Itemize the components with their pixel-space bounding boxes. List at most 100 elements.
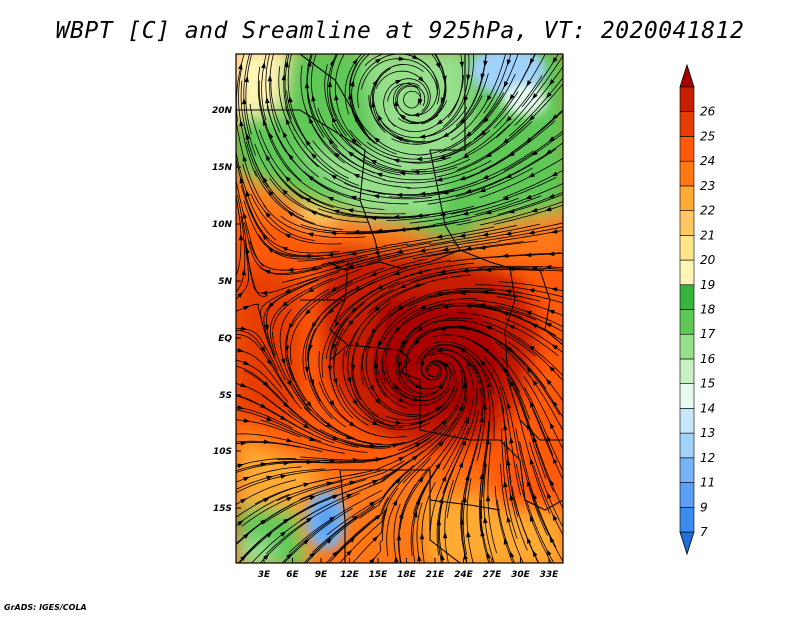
streamline (237, 520, 287, 563)
streamline-arrow (479, 187, 486, 193)
streamline (531, 429, 563, 510)
streamline-arrow (506, 458, 511, 466)
streamline (344, 54, 363, 115)
colorbar-label: 22 (700, 204, 715, 218)
streamline-arrow (376, 284, 383, 290)
lat-tick-label: EQ (218, 334, 232, 344)
streamline-arrow (286, 552, 293, 559)
streamline (484, 132, 563, 182)
streamline-arrow (332, 265, 340, 270)
streamline-arrow (285, 118, 291, 125)
streamline-arrow (373, 137, 380, 143)
colorbar-label: 16 (700, 352, 716, 366)
streamline-arrow (332, 550, 339, 557)
streamline-arrow (435, 177, 443, 182)
streamline (287, 54, 314, 150)
colorbar-swatch (679, 86, 695, 113)
streamline-arrow (286, 438, 294, 443)
streamline-arrow (440, 553, 445, 561)
streamline-arrow (548, 365, 555, 372)
streamline (236, 216, 246, 293)
streamline (514, 500, 540, 563)
streamline (236, 460, 320, 472)
streamline-arrow (263, 497, 270, 503)
streamline-arrow (283, 402, 290, 409)
colorbar-swatch (679, 506, 695, 533)
streamline-arrow (459, 61, 464, 69)
streamline-arrow (395, 477, 402, 484)
streamline-arrow (418, 476, 424, 483)
lat-tick-label: 5S (219, 391, 232, 401)
streamline-arrow (509, 94, 515, 101)
streamline-arrow (280, 531, 287, 537)
streamline-arrow (334, 321, 340, 328)
lon-tick-label: 24E (454, 570, 474, 580)
streamline-arrow (353, 285, 360, 291)
streamline (236, 480, 320, 518)
streamline-arrow (395, 79, 402, 85)
streamline-arrow (438, 212, 446, 217)
colorbar-label: 7 (700, 525, 708, 539)
streamline-arrow (531, 150, 538, 156)
lon-tick-label: 9E (315, 570, 328, 580)
streamline-arrow (372, 194, 380, 199)
country-borders (236, 54, 563, 563)
streamline-arrow (287, 211, 294, 217)
streamline (510, 109, 563, 154)
streamline-arrow (396, 362, 401, 370)
streamline-arrow (549, 422, 555, 429)
streamline-arrow (260, 290, 268, 296)
streamline (481, 307, 563, 342)
streamline-arrow (333, 151, 340, 158)
streamline-arrow (466, 360, 472, 367)
streamline-arrow (395, 420, 403, 425)
streamline-arrow (466, 530, 471, 538)
streamline-arrow (525, 137, 532, 143)
streamline-arrow (416, 326, 423, 332)
streamline (236, 466, 302, 483)
lat-tick-label: 10S (213, 447, 232, 457)
streamline-arrow (462, 153, 469, 159)
streamline-arrow (267, 74, 273, 82)
streamline-arrow (438, 383, 444, 390)
streamline-arrow (398, 56, 406, 61)
streamline (475, 226, 563, 243)
streamline-arrow (240, 498, 247, 504)
streamline-arrow (527, 230, 535, 235)
streamline-arrow (398, 171, 406, 176)
colorbar-label: 15 (700, 377, 715, 391)
streamline-arrow (417, 554, 422, 562)
streamline (523, 375, 563, 451)
streamline-arrow (350, 307, 357, 314)
streamline-arrow (286, 267, 294, 273)
streamline-arrow (440, 97, 446, 104)
streamline-arrow (412, 54, 419, 60)
streamline (514, 66, 563, 126)
streamline-arrow (281, 73, 287, 81)
colorbar-swatch (679, 333, 695, 360)
streamline-arrow (482, 174, 489, 180)
streamline-arrow (418, 134, 426, 139)
streamline-arrow (260, 346, 266, 353)
streamline-arrow (550, 229, 558, 234)
streamline-arrow (479, 130, 486, 137)
colorbar-swatch (679, 358, 695, 384)
streamline-arrow (552, 57, 558, 64)
streamline-arrow (327, 365, 332, 373)
streamline-arrow (370, 159, 377, 165)
streamline-arrow (284, 175, 291, 182)
streamline-arrow (480, 73, 485, 81)
streamline-arrow (484, 267, 492, 273)
streamline-arrow (545, 149, 552, 155)
streamline-arrow (393, 270, 400, 276)
streamline-arrow (263, 381, 270, 388)
streamline (493, 204, 563, 225)
streamline (498, 229, 563, 242)
streamline-arrow (330, 174, 337, 180)
streamline-arrow (352, 399, 358, 406)
streamline-arrow (531, 323, 538, 329)
streamline-arrow (461, 211, 469, 216)
streamline-arrow (435, 234, 443, 239)
streamline-arrow (327, 80, 333, 88)
streamline-arrow (237, 348, 245, 353)
